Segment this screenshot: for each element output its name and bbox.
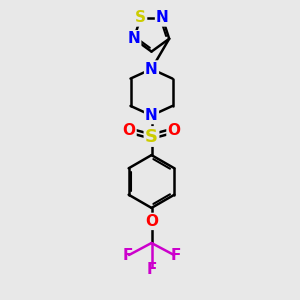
Text: O: O	[122, 123, 136, 138]
Text: N: N	[145, 108, 158, 123]
Text: S: S	[135, 11, 146, 26]
Text: O: O	[167, 123, 181, 138]
Text: F: F	[146, 262, 157, 277]
Text: S: S	[145, 128, 158, 146]
Text: N: N	[128, 31, 140, 46]
Text: N: N	[145, 61, 158, 76]
Text: F: F	[170, 248, 181, 262]
Text: F: F	[122, 248, 133, 262]
Text: O: O	[145, 214, 158, 229]
Text: N: N	[156, 11, 169, 26]
